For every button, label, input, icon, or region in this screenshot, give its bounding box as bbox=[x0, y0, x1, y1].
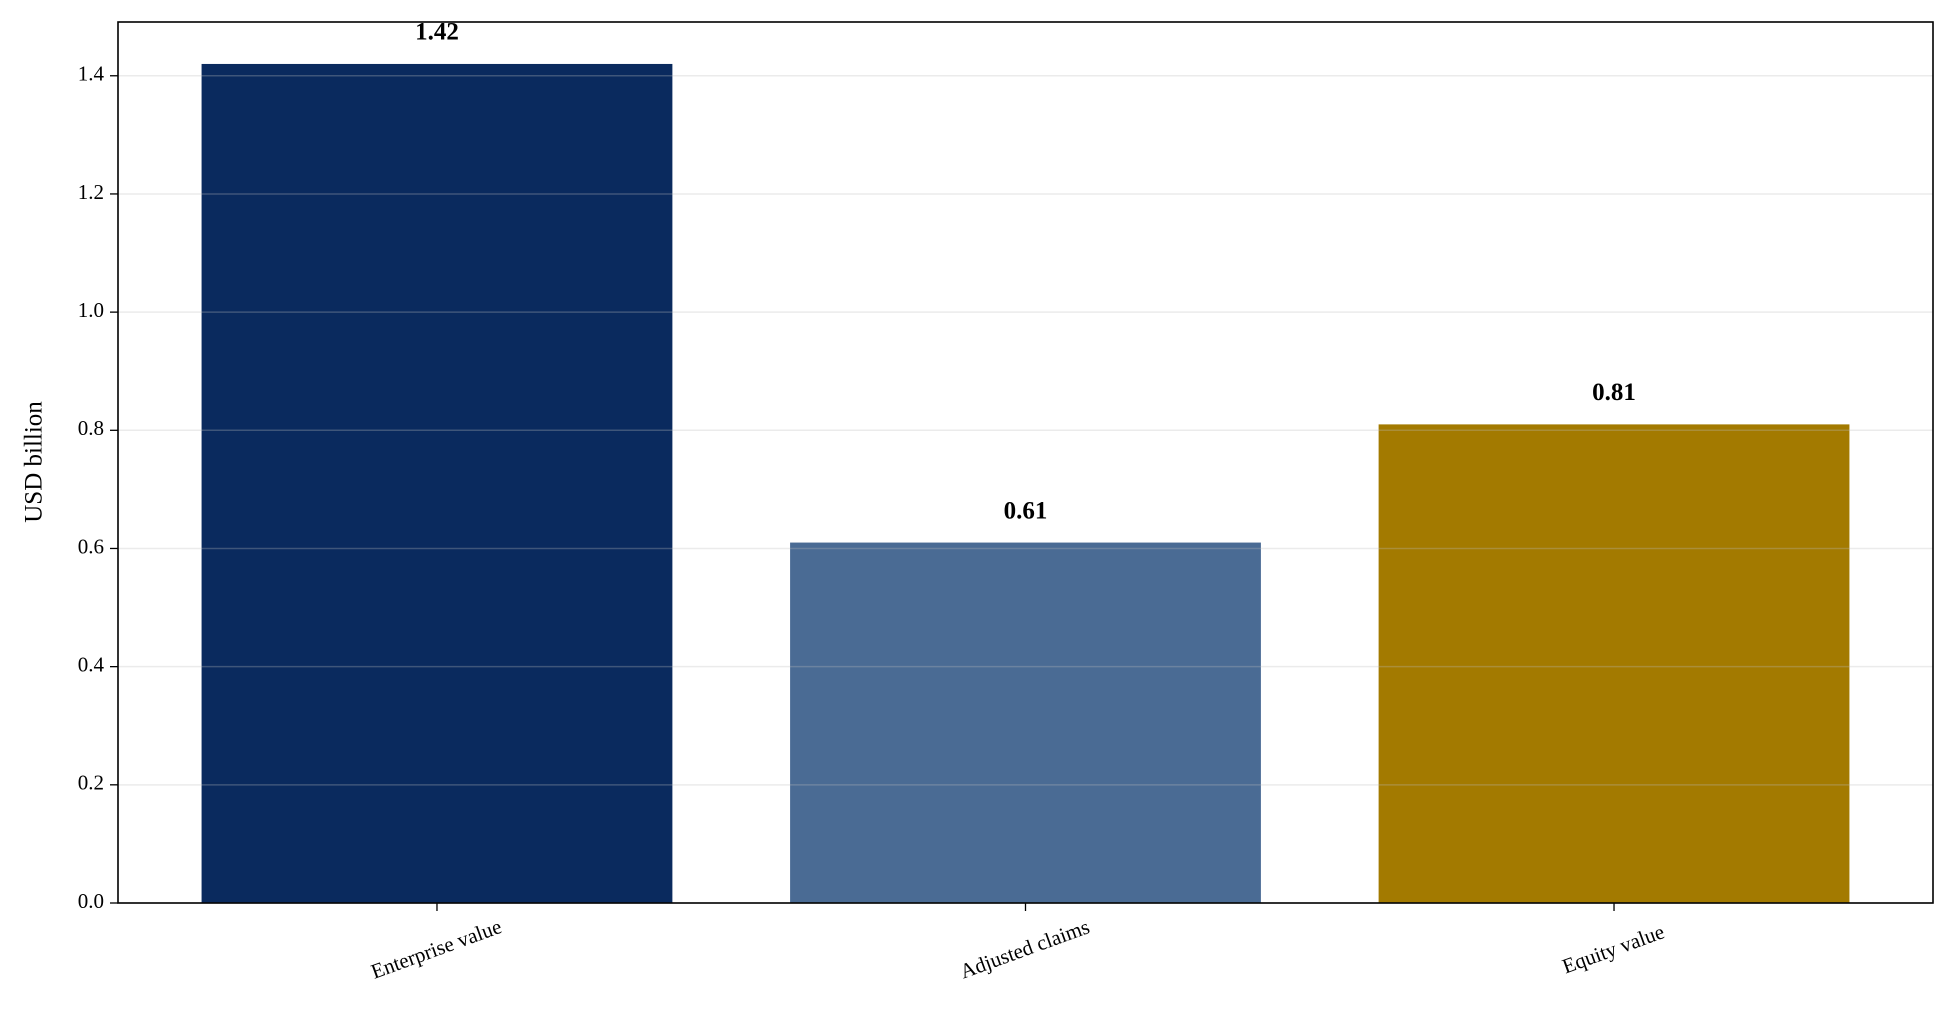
y-axis-label: USD billion bbox=[21, 401, 48, 523]
bar bbox=[790, 542, 1261, 903]
y-tick-label: 1.0 bbox=[78, 298, 104, 322]
x-tick-label: Equity value bbox=[1559, 919, 1668, 978]
y-tick-label: 0.2 bbox=[78, 771, 104, 795]
x-tick-label: Enterprise value bbox=[368, 914, 505, 983]
plot-frame bbox=[117, 21, 1934, 904]
y-tick-label: 1.4 bbox=[78, 62, 105, 86]
y-tick-label: 0.8 bbox=[78, 416, 104, 440]
y-tick-label: 0.0 bbox=[78, 889, 104, 913]
y-tick-label: 0.6 bbox=[78, 534, 104, 558]
bar bbox=[1378, 424, 1850, 903]
y-tick-label: 0.4 bbox=[78, 652, 105, 676]
bar bbox=[201, 63, 673, 903]
x-tick-label: Adjusted claims bbox=[957, 914, 1093, 983]
value-label: 0.61 bbox=[1004, 497, 1048, 524]
value-label: 1.42 bbox=[415, 19, 459, 46]
y-tick-label: 1.2 bbox=[78, 180, 104, 204]
value-label: 0.81 bbox=[1592, 379, 1636, 406]
